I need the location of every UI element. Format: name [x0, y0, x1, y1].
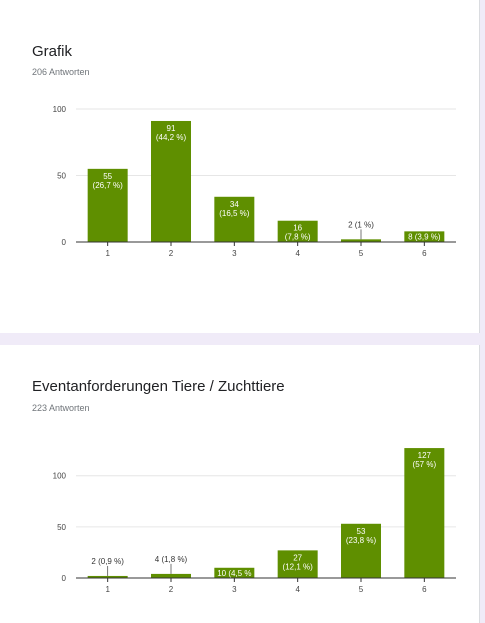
bar — [277, 550, 318, 578]
x-tick-label: 4 — [295, 249, 300, 258]
y-tick-label: 100 — [53, 472, 67, 481]
x-tick-label: 5 — [359, 585, 364, 594]
bar-chart: 0 50 100 1 55(26,7 %) 2 91(44,2 %) 3 34(16,5 %) 4… — [53, 105, 456, 258]
x-tick-label: 4 — [295, 585, 300, 594]
data-label: (23,8 %) — [346, 536, 377, 545]
data-label: 4 (1,8 %) — [155, 555, 188, 564]
x-tick-label: 2 — [169, 249, 174, 258]
question-title: Eventanforderungen Tiere / Zuchttiere — [32, 378, 285, 395]
bar — [341, 523, 381, 578]
data-label: 55 — [103, 172, 112, 181]
response-count: 223 Antworten — [32, 403, 90, 413]
bar — [151, 573, 191, 578]
x-tick-label: 2 — [169, 585, 174, 594]
y-tick-label: 0 — [62, 238, 67, 247]
y-tick-label: 50 — [57, 523, 66, 532]
bar — [87, 575, 128, 578]
y-tick-label: 0 — [62, 574, 67, 583]
response-count: 206 Antworten — [32, 67, 90, 77]
data-label: 8 (3,9 %) — [408, 232, 441, 241]
data-label: 27 — [293, 553, 302, 562]
data-label: 2 (0,9 %) — [91, 557, 124, 566]
bar — [87, 168, 128, 242]
data-label: 16 — [293, 224, 302, 233]
bar — [404, 231, 445, 242]
x-tick-label: 1 — [105, 249, 110, 258]
data-label: 10 (4,5 % — [217, 569, 251, 578]
bar — [214, 567, 255, 578]
data-label: 53 — [357, 527, 366, 536]
x-tick-label: 3 — [232, 249, 237, 258]
data-label: 127 — [418, 451, 432, 460]
question-card-grafik: Grafik 206 Antworten 0 50 100 1 55 (26,7 %) 2 9… — [0, 0, 480, 333]
bar — [404, 448, 445, 578]
x-tick-label: 5 — [359, 249, 364, 258]
data-label: (44,2 %) — [156, 133, 187, 142]
data-label: 91 — [167, 124, 176, 133]
bar — [341, 239, 381, 242]
y-tick-label: 50 — [57, 172, 66, 181]
bar — [214, 196, 255, 242]
data-label: (7,8 %) — [285, 233, 311, 242]
y-tick-label: 100 — [53, 105, 67, 114]
data-label: (12,1 %) — [283, 562, 314, 571]
bar — [151, 120, 191, 242]
question-card-eventanforderungen: Eventanforderungen Tiere / Zuchttiere 22… — [0, 345, 480, 623]
x-tick-label: 6 — [422, 585, 427, 594]
data-label: (57 %) — [413, 460, 437, 469]
question-title: Grafik — [32, 43, 73, 60]
data-label: 34 — [230, 200, 239, 209]
x-tick-label: 3 — [232, 585, 237, 594]
data-label: 2 (1 %) — [348, 220, 374, 229]
x-tick-label: 6 — [422, 249, 427, 258]
bar — [277, 220, 318, 242]
data-label: (26,7 %) — [93, 181, 124, 190]
data-label: (16,5 %) — [219, 209, 250, 218]
x-tick-label: 1 — [105, 585, 110, 594]
